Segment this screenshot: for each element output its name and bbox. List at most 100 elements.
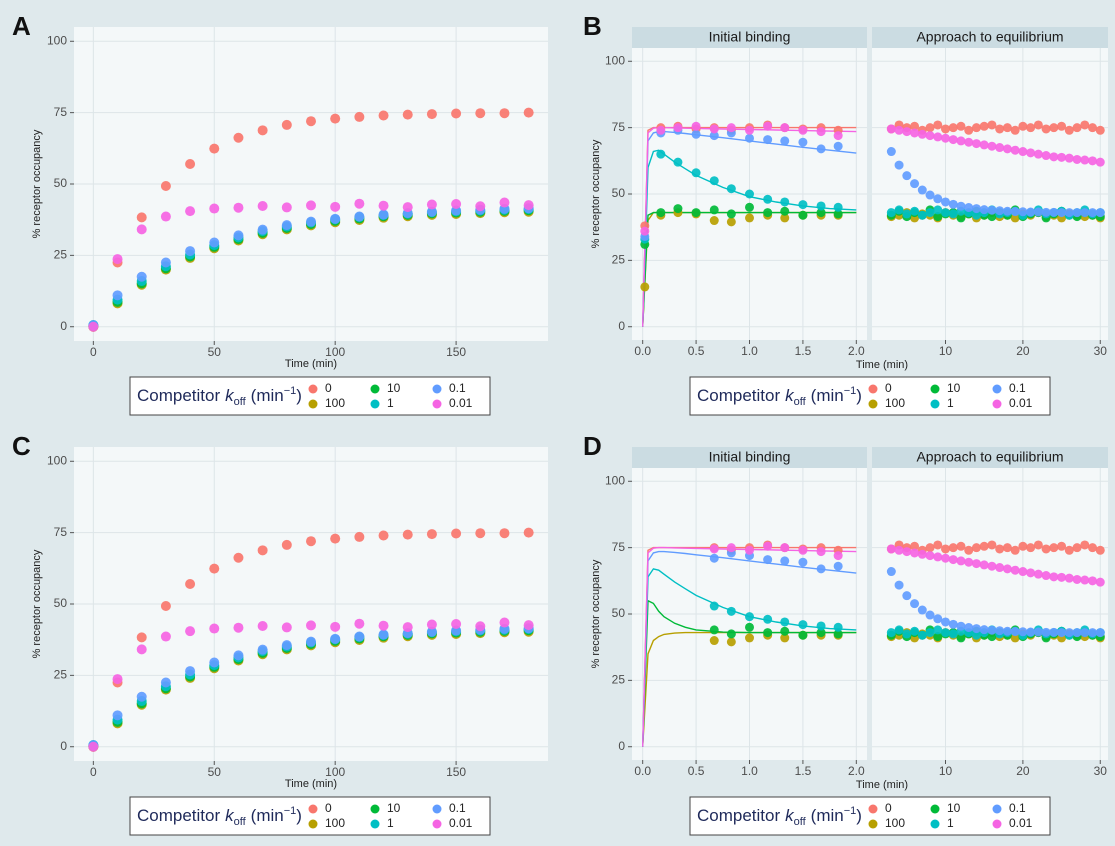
data-point <box>886 544 896 554</box>
data-point <box>330 621 341 632</box>
legend-label: 0.01 <box>1009 396 1033 410</box>
data-point <box>964 125 974 135</box>
data-point <box>1026 148 1036 158</box>
x-axis-label: Time (min) <box>285 778 337 790</box>
data-point <box>917 549 927 559</box>
data-point <box>1041 151 1051 161</box>
data-point <box>1041 124 1051 134</box>
panel-label: D <box>583 431 602 461</box>
data-point <box>499 197 510 208</box>
legend-marker <box>370 384 380 394</box>
x-tick-label: 1.0 <box>741 764 758 778</box>
data-point <box>160 257 171 268</box>
data-point <box>833 561 843 571</box>
data-point <box>640 282 650 292</box>
data-point <box>763 614 773 624</box>
data-point <box>233 230 244 241</box>
data-point <box>1026 543 1036 553</box>
legend-title-part: k <box>785 806 795 825</box>
data-point <box>1010 207 1020 217</box>
facet-title: Approach to equilibrium <box>916 29 1063 45</box>
data-point <box>987 141 997 151</box>
data-point <box>402 622 413 633</box>
data-point <box>995 563 1005 573</box>
legend-marker <box>432 804 442 814</box>
legend-marker <box>992 399 1002 409</box>
data-point <box>160 677 171 688</box>
data-point <box>1057 628 1067 638</box>
data-point <box>160 631 171 642</box>
data-point <box>780 626 790 636</box>
data-point <box>354 198 365 209</box>
data-point <box>233 202 244 213</box>
data-point <box>709 601 719 611</box>
data-point <box>1049 152 1059 162</box>
data-point <box>451 618 462 629</box>
data-point <box>979 205 989 215</box>
data-point <box>816 127 826 137</box>
data-point <box>780 213 790 223</box>
data-point <box>160 600 171 611</box>
data-point <box>933 552 943 562</box>
data-point <box>185 206 196 217</box>
data-point <box>964 557 974 567</box>
data-point <box>833 141 843 151</box>
data-point <box>816 144 826 154</box>
data-point <box>185 159 196 170</box>
data-point <box>378 209 389 220</box>
legend-box <box>129 376 491 416</box>
y-axis-label: % receptor occupancy <box>590 139 602 248</box>
legend-title-part: −1 <box>844 385 857 397</box>
data-point <box>886 124 896 134</box>
facet-strip <box>632 27 867 48</box>
legend-title-part: off <box>234 816 247 828</box>
data-point <box>948 629 958 639</box>
y-tick-label: 75 <box>54 525 68 539</box>
data-point <box>1002 543 1012 553</box>
data-point <box>816 547 826 557</box>
data-point <box>745 189 754 199</box>
data-point <box>1049 543 1059 553</box>
facet-title: Initial binding <box>709 29 791 45</box>
data-point <box>995 544 1005 554</box>
x-tick-label: 1.0 <box>741 344 758 358</box>
data-point <box>523 527 534 538</box>
data-point <box>1064 573 1074 583</box>
data-point <box>330 201 341 212</box>
data-point <box>941 208 951 218</box>
legend-marker <box>370 819 380 829</box>
y-axis-label: % receptor occupancy <box>590 559 602 668</box>
data-point <box>798 630 808 640</box>
data-point <box>257 200 268 211</box>
data-point <box>948 619 958 629</box>
data-point <box>281 119 292 130</box>
data-point <box>185 626 196 637</box>
data-point <box>1010 633 1020 643</box>
legend-title-part: Competitor <box>137 386 220 405</box>
legend-title-part: k <box>785 386 795 405</box>
data-point <box>833 202 843 212</box>
data-point <box>451 108 462 119</box>
legend-label: 100 <box>325 816 345 830</box>
data-point <box>233 552 244 563</box>
legend-title-part: ) <box>296 806 302 825</box>
data-point <box>941 133 951 143</box>
data-point <box>780 633 790 643</box>
data-point <box>1072 123 1082 133</box>
data-point <box>956 633 966 643</box>
data-point <box>354 531 365 542</box>
data-point <box>136 632 147 643</box>
data-point <box>745 622 754 632</box>
data-point <box>780 197 790 207</box>
data-point <box>886 567 896 577</box>
data-point <box>281 220 292 231</box>
data-point <box>136 691 147 702</box>
fit-line <box>642 130 857 327</box>
data-point <box>979 121 989 131</box>
data-point <box>964 137 974 147</box>
data-point <box>763 555 773 565</box>
data-point <box>902 171 912 181</box>
data-point <box>209 203 220 214</box>
data-point <box>1064 153 1074 163</box>
data-point <box>709 553 719 563</box>
